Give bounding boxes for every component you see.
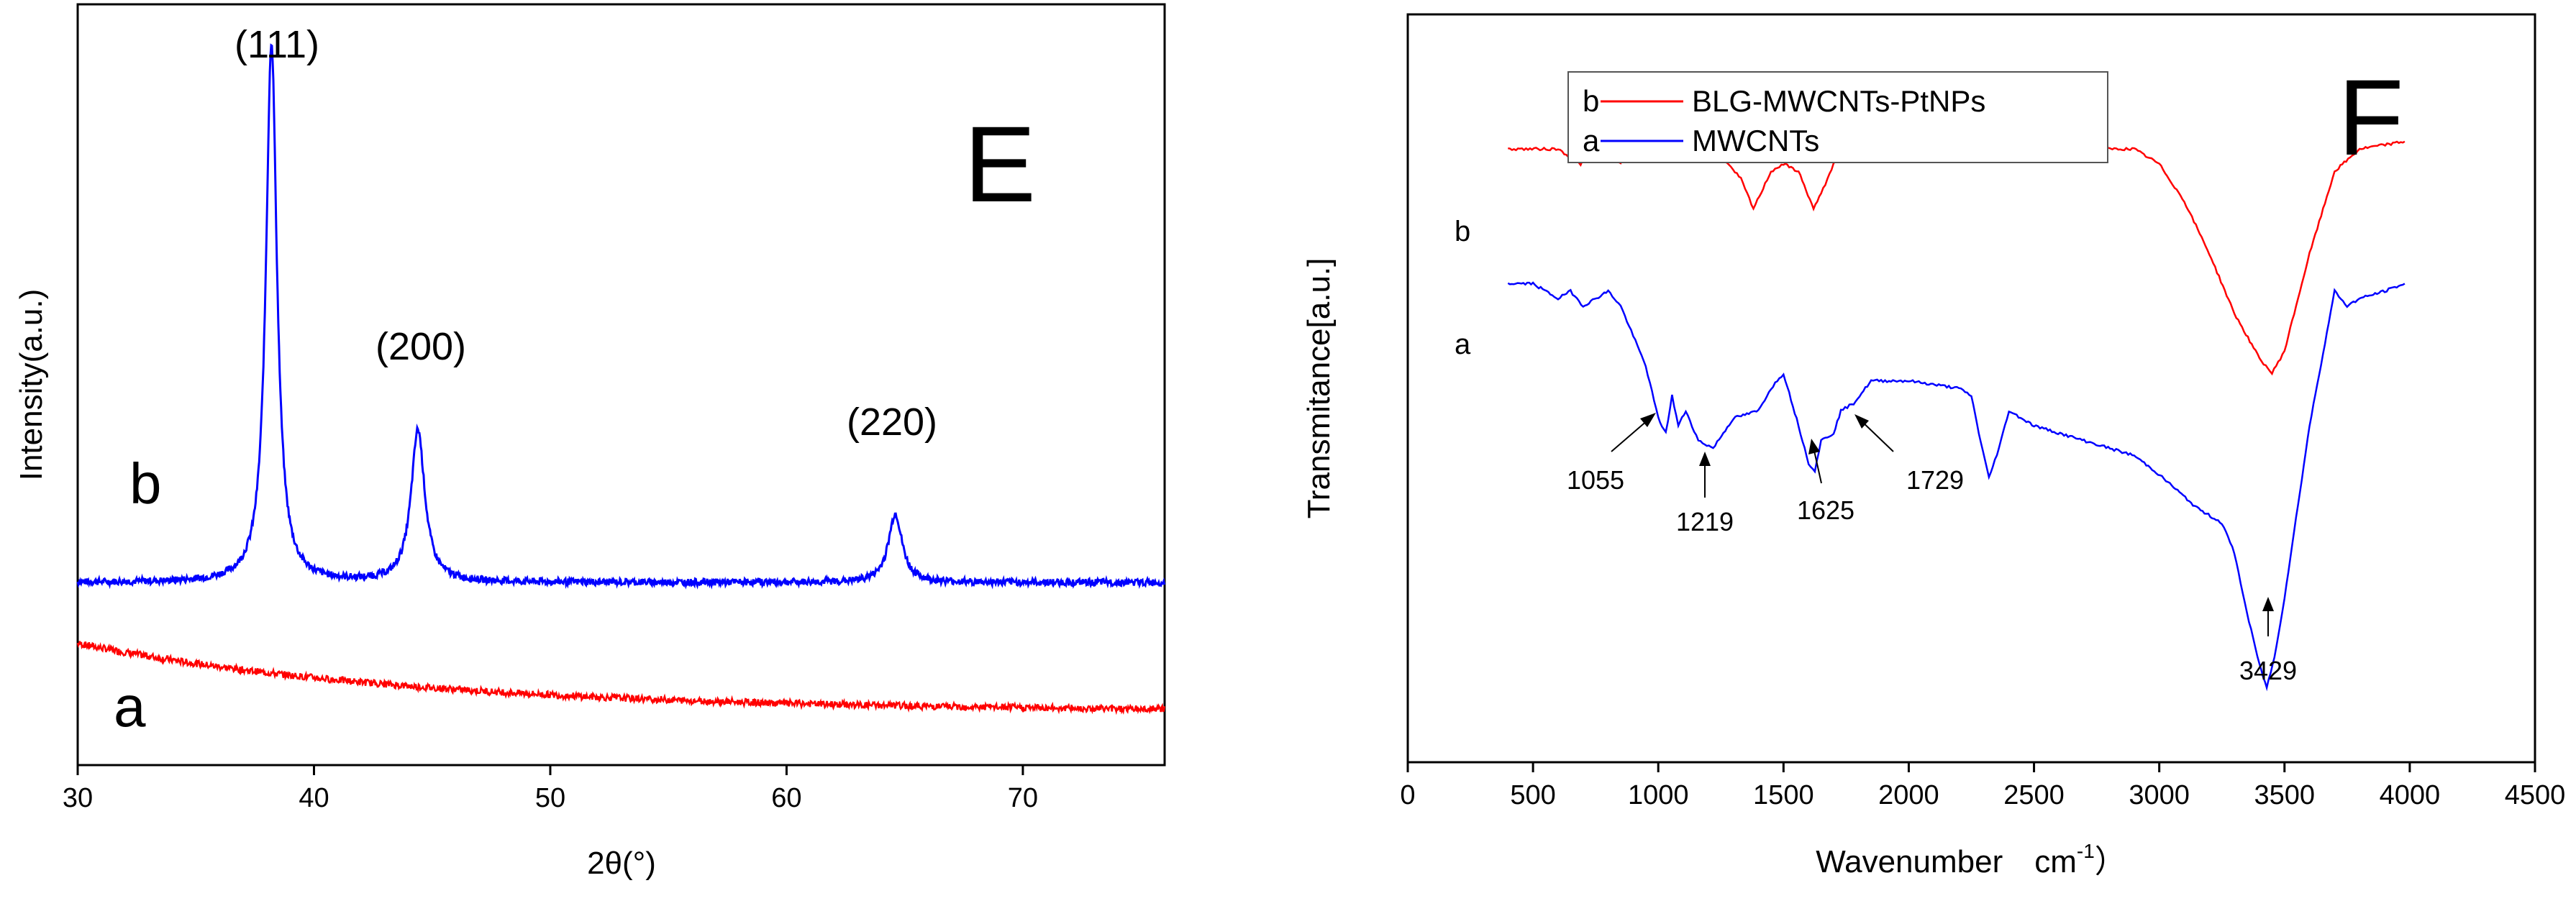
arrowhead-1625 bbox=[1808, 439, 1820, 454]
annotation-label-1219: 1219 bbox=[1676, 507, 1734, 536]
legend-key-b: b bbox=[1583, 84, 1599, 118]
arrowhead-3429 bbox=[2262, 597, 2274, 611]
panel-f-x-axis-title-main: Wavenumber cm bbox=[1816, 844, 2077, 879]
panel-e-y-axis-title: Intensity(a.u.) bbox=[14, 289, 49, 481]
arrowhead-1729 bbox=[1854, 414, 1869, 429]
panel-f-curve-label-b: b bbox=[1455, 216, 1470, 247]
legend-key-a: a bbox=[1583, 124, 1600, 157]
panel-e-curve-label-a: a bbox=[114, 674, 146, 738]
panel-f-series-b-line bbox=[1508, 140, 2406, 376]
panel-e-frame bbox=[76, 3, 1166, 767]
panel-e-series-a-line bbox=[76, 641, 1165, 715]
panel-f-x-ticks: 0 500 1000 1500 2000 2500 3000 3500 4000 4500 bbox=[1400, 762, 2565, 810]
panel-f-legend-box bbox=[1567, 71, 2108, 163]
panel-f-x-tick-label-3000: 3000 bbox=[2129, 780, 2190, 810]
panel-f-letter: F bbox=[2338, 57, 2404, 178]
panel-f-x-axis-title: Wavenumber cm-1） bbox=[1816, 840, 2126, 879]
panel-f-annotation-3429: 3429 bbox=[2239, 597, 2297, 685]
panel-f: 0 500 1000 1500 2000 2500 3000 3500 4000 4500 b B… bbox=[1301, 13, 2565, 879]
panel-f-y-axis-title: Transmitance[a.u.] bbox=[1301, 258, 1337, 519]
panel-f-x-tick-label-1000: 1000 bbox=[1628, 780, 1689, 810]
panel-f-curve-label-a: a bbox=[1455, 329, 1471, 360]
panel-e-x-axis-title: 2θ(°) bbox=[587, 846, 656, 881]
legend-label-b: BLG-MWCNTs-PtNPs bbox=[1692, 84, 1985, 118]
annotation-label-1729: 1729 bbox=[1906, 465, 1964, 495]
panel-f-annotation-1625: 1625 bbox=[1797, 439, 1854, 525]
panel-f-x-tick-label-4500: 4500 bbox=[2505, 780, 2566, 810]
legend-label-a: MWCNTs bbox=[1692, 124, 1819, 157]
panel-e-curve-label-b: b bbox=[129, 452, 162, 516]
panel-f-annotation-1729: 1729 bbox=[1854, 414, 1964, 495]
panel-e-peak-label-220: (220) bbox=[847, 401, 937, 444]
panel-f-x-tick-label-500: 500 bbox=[1510, 780, 1555, 810]
annotation-label-1055: 1055 bbox=[1567, 465, 1624, 495]
panel-f-x-tick-label-1500: 1500 bbox=[1753, 780, 1814, 810]
panel-f-x-axis-title-sup: -1 bbox=[2077, 840, 2095, 862]
arrowhead-1219 bbox=[1699, 452, 1711, 466]
panel-e-x-tick-label-60: 60 bbox=[771, 783, 801, 813]
panel-e: 30 40 50 60 70 (111) (200) (220) E b a 2θ(°)… bbox=[14, 3, 1166, 881]
panel-f-annotation-1055: 1055 bbox=[1567, 413, 1656, 495]
panel-f-legend: b BLG-MWCNTs-PtNPs a MWCNTs bbox=[1567, 71, 2108, 163]
annotation-label-1625: 1625 bbox=[1797, 495, 1854, 525]
panel-e-x-tick-label-70: 70 bbox=[1008, 783, 1038, 813]
panel-e-x-ticks: 30 40 50 60 70 bbox=[63, 765, 1038, 813]
panel-e-series-b-line bbox=[76, 43, 1166, 590]
panel-f-x-tick-label-0: 0 bbox=[1400, 780, 1415, 810]
annotation-label-3429: 3429 bbox=[2239, 656, 2297, 685]
arrowhead-1055 bbox=[1640, 413, 1656, 427]
panel-e-x-tick-label-50: 50 bbox=[535, 783, 565, 813]
panel-f-x-axis-title-tail: ） bbox=[2095, 844, 2126, 879]
panel-e-peak-label-200: (200) bbox=[376, 325, 466, 368]
panel-f-series-a-line bbox=[1507, 281, 2406, 692]
panel-f-x-tick-label-2000: 2000 bbox=[1878, 780, 1939, 810]
panel-f-annotation-1219: 1219 bbox=[1676, 452, 1734, 536]
panel-f-frame bbox=[1406, 13, 2536, 764]
panel-e-x-tick-label-30: 30 bbox=[63, 783, 93, 813]
panel-f-x-tick-label-3500: 3500 bbox=[2254, 780, 2316, 810]
panel-f-x-tick-label-4000: 4000 bbox=[2380, 780, 2441, 810]
panel-f-x-tick-label-2500: 2500 bbox=[2003, 780, 2065, 810]
panel-e-letter: E bbox=[964, 104, 1036, 224]
panel-e-x-tick-label-40: 40 bbox=[299, 783, 329, 813]
panel-e-peak-label-111: (111) bbox=[235, 23, 319, 66]
